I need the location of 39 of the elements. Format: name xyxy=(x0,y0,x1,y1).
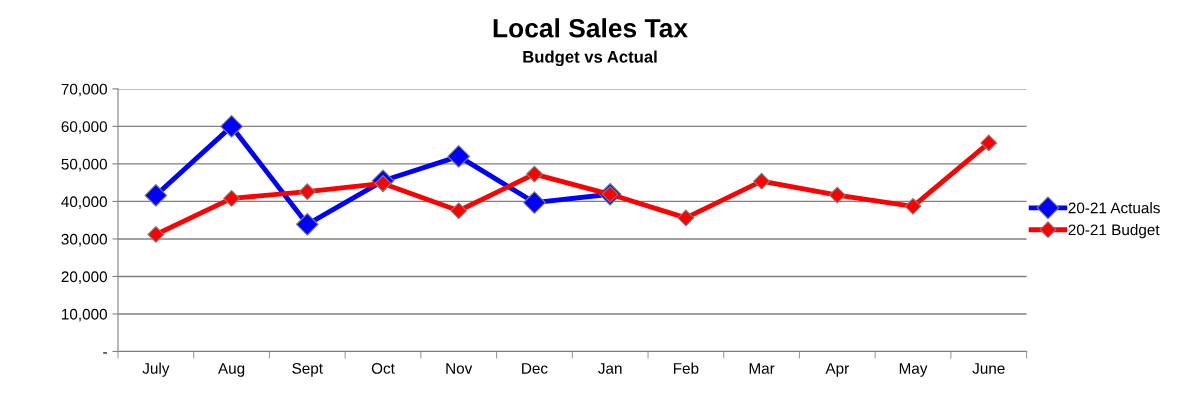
point xyxy=(298,183,316,201)
point xyxy=(147,226,165,243)
x-tick-label: May xyxy=(899,363,928,377)
y-tick-label: 70,000 xyxy=(61,83,107,97)
point xyxy=(904,197,922,215)
x-tick-label: Oct xyxy=(371,362,395,374)
y-tick-label: 10,000 xyxy=(62,308,107,322)
point xyxy=(223,190,240,207)
x-tick-label: Sept xyxy=(292,362,323,377)
point xyxy=(980,134,998,152)
x-tick-label: June xyxy=(972,363,1005,374)
x-tick-label: Jan xyxy=(598,363,622,374)
y-tick-label: 30,000 xyxy=(61,233,107,247)
chart-subtitle: Budget vs Actual xyxy=(523,50,657,67)
y-tick-label: 50,000 xyxy=(61,158,107,172)
x-tick-label: Nov xyxy=(446,363,473,374)
point xyxy=(144,184,168,207)
x-tick-label: Apr xyxy=(825,363,849,377)
point xyxy=(295,212,319,236)
chart-title: Local Sales Tax xyxy=(493,18,688,38)
legend-label: 20-21 Budget xyxy=(1068,224,1160,239)
point xyxy=(220,115,243,138)
point xyxy=(450,202,468,220)
y-tick-label: - xyxy=(103,352,107,354)
point xyxy=(828,186,846,204)
point xyxy=(677,209,695,227)
y-tick-label: 40,000 xyxy=(61,196,107,209)
x-tick-label: Mar xyxy=(749,363,775,374)
x-tick-label: Aug xyxy=(218,363,245,377)
y-tick-label: 60,000 xyxy=(61,121,107,134)
point xyxy=(523,191,546,214)
x-tick-label: Dec xyxy=(522,363,548,374)
legend-label: 20-21 Actuals xyxy=(1068,202,1160,214)
x-tick-label: Feb xyxy=(673,362,699,374)
y-tick-label: 20,000 xyxy=(61,271,107,284)
point xyxy=(753,172,771,190)
point xyxy=(447,145,471,168)
x-tick-label: July xyxy=(142,362,170,377)
point xyxy=(526,165,543,183)
